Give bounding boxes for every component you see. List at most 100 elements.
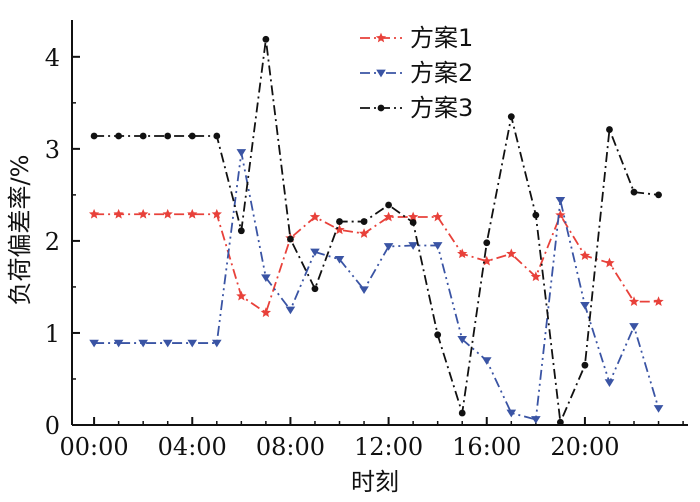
data-point <box>358 228 370 238</box>
legend-item: 方案3 <box>360 94 473 122</box>
series-line <box>94 39 659 426</box>
data-point <box>164 132 172 140</box>
legend: 方案1 方案2 方案3 <box>360 24 473 122</box>
y-tick-label: 4 <box>45 44 60 72</box>
axes: 0 1 2 3 4 00:00 04:00 08:00 12:00 16:00 20:00 <box>45 20 688 461</box>
data-point <box>653 296 664 307</box>
legend-label: 方案1 <box>410 24 473 52</box>
data-point <box>408 242 418 250</box>
y-tick-label: 0 <box>45 412 60 440</box>
data-point <box>213 132 221 140</box>
data-point <box>432 211 443 222</box>
data-point <box>359 286 369 295</box>
data-point <box>287 235 294 243</box>
data-point <box>408 211 419 222</box>
y-axis-title: 负荷偏差率/% <box>6 155 34 306</box>
data-point <box>555 197 566 205</box>
data-point <box>113 339 124 348</box>
data-point <box>483 239 491 247</box>
data-point <box>383 211 394 222</box>
data-point <box>310 248 320 257</box>
y-tick-label: 3 <box>45 136 60 164</box>
data-point <box>457 336 468 344</box>
data-point <box>211 208 222 219</box>
data-point <box>457 248 468 259</box>
data-point <box>261 274 271 283</box>
data-point <box>237 227 245 235</box>
data-point <box>360 218 368 225</box>
data-point <box>188 132 196 140</box>
data-point <box>138 339 148 348</box>
data-point <box>579 250 591 261</box>
data-point <box>89 339 99 348</box>
data-point <box>555 209 566 220</box>
data-point <box>90 132 98 140</box>
data-point <box>629 323 639 331</box>
y-tick-label: 2 <box>45 228 60 256</box>
data-point <box>162 339 173 348</box>
data-point <box>531 416 541 424</box>
legend-item: 方案2 <box>360 59 473 87</box>
data-point <box>187 208 198 219</box>
y-tick-label: 1 <box>45 320 60 348</box>
data-point <box>432 242 443 250</box>
data-point <box>383 243 394 251</box>
data-point <box>630 188 638 196</box>
series-line <box>94 152 660 421</box>
data-point <box>115 132 123 140</box>
data-point <box>309 211 321 222</box>
data-point <box>377 104 385 112</box>
data-point <box>211 339 222 348</box>
legend-label: 方案2 <box>410 59 473 87</box>
data-point <box>581 361 589 369</box>
series-layer <box>88 35 664 426</box>
series-1 <box>88 208 664 318</box>
data-point <box>113 208 124 219</box>
data-point <box>434 331 442 339</box>
data-point <box>385 201 392 209</box>
data-point <box>507 113 515 121</box>
data-point <box>236 290 247 301</box>
data-point <box>375 32 387 43</box>
data-point <box>606 126 613 133</box>
data-point <box>139 132 147 140</box>
series-2 <box>89 149 664 424</box>
data-point <box>653 405 664 413</box>
data-point <box>138 208 149 219</box>
data-point <box>604 257 615 268</box>
data-point <box>311 285 319 293</box>
x-tick-label: 00:00 <box>60 433 129 461</box>
data-point <box>334 224 345 235</box>
data-point <box>88 208 100 219</box>
data-point <box>506 248 517 259</box>
x-tick-label: 12:00 <box>354 433 423 461</box>
data-point <box>481 357 492 365</box>
x-axis-title: 时刻 <box>351 468 399 496</box>
data-point <box>481 255 492 266</box>
legend-item: 方案1 <box>360 24 473 52</box>
data-point <box>530 271 541 282</box>
data-point <box>458 409 466 417</box>
data-point <box>580 301 590 310</box>
data-point <box>236 149 247 157</box>
legend-label: 方案3 <box>410 94 473 122</box>
data-point <box>556 418 564 426</box>
series-3 <box>90 35 662 426</box>
data-point <box>506 409 517 418</box>
x-tick-label: 08:00 <box>256 433 325 461</box>
data-point <box>285 306 296 315</box>
data-point <box>334 255 345 264</box>
data-point <box>532 211 540 219</box>
x-tick-label: 04:00 <box>158 433 227 461</box>
data-point <box>162 208 173 219</box>
series-line <box>94 213 659 315</box>
data-point <box>655 191 662 199</box>
x-tick-label: 20:00 <box>550 433 619 461</box>
x-tick-label: 16:00 <box>452 433 521 461</box>
data-point <box>187 339 198 348</box>
data-point <box>628 296 640 307</box>
data-point <box>262 35 270 43</box>
data-point <box>260 307 272 318</box>
data-point <box>336 218 343 225</box>
